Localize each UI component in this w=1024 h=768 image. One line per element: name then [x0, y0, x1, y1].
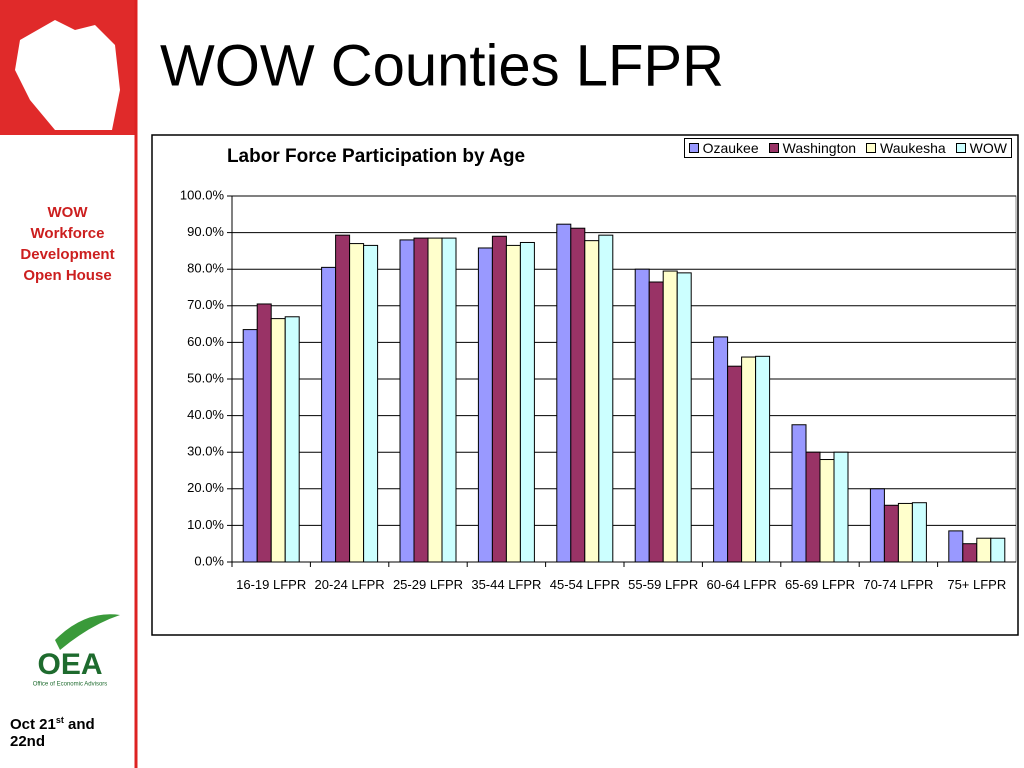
bar — [284, 316, 300, 563]
state-map — [15, 20, 120, 130]
legend-item: Ozaukee — [688, 140, 759, 156]
logo-name: OEA — [37, 648, 102, 681]
x-tick-label: 45-54 LFPR — [549, 577, 620, 592]
bar — [505, 244, 521, 563]
legend-item: Waukesha — [866, 140, 946, 156]
footer-date: Oct 21 — [10, 716, 56, 733]
bar — [556, 223, 572, 563]
y-tick-label: 40.0% — [187, 407, 224, 422]
y-tick-label: 50.0% — [187, 370, 224, 385]
bar — [911, 502, 927, 563]
y-tick-label: 10.0% — [187, 517, 224, 532]
x-tick-label: 75+ LFPR — [947, 577, 1007, 592]
y-tick-label: 20.0% — [187, 480, 224, 495]
bar — [948, 530, 964, 563]
bar — [962, 543, 978, 563]
sidebar: WOW Workforce Development Open House — [0, 202, 135, 286]
y-tick-label: 70.0% — [187, 297, 224, 312]
bar — [399, 239, 415, 563]
bar — [242, 329, 258, 563]
bar — [805, 451, 821, 563]
y-tick-label: 90.0% — [187, 224, 224, 239]
legend-swatch — [955, 143, 966, 153]
y-tick-label: 80.0% — [187, 261, 224, 276]
x-tick-label: 35-44 LFPR — [471, 577, 542, 592]
bar — [413, 237, 429, 563]
bar — [819, 459, 835, 563]
bar — [883, 504, 899, 563]
legend-item: Washington — [768, 140, 857, 156]
bar — [755, 355, 771, 563]
sidebar-line: Workforce — [30, 225, 105, 242]
legend-swatch — [688, 143, 699, 153]
slide-title: WOW Counties LFPR — [160, 33, 724, 98]
y-tick-label: 100.0% — [180, 187, 225, 202]
bar — [791, 424, 807, 563]
bar — [676, 272, 692, 563]
bar — [349, 243, 365, 563]
x-tick-label: 16-19 LFPR — [236, 577, 307, 592]
bar — [990, 537, 1006, 563]
x-tick-label: 20-24 LFPR — [314, 577, 385, 592]
logo-leaf — [55, 614, 120, 650]
legend-label: Washington — [782, 140, 857, 156]
legend-item: WOW — [955, 140, 1007, 156]
bar — [491, 235, 507, 563]
legend-label: WOW — [969, 140, 1007, 156]
bar — [321, 266, 337, 563]
footer: Oct 21st and 22nd — [10, 715, 125, 750]
logo-subtitle: Office of Economic Advisors — [33, 682, 108, 688]
bar — [869, 488, 885, 563]
bar — [741, 356, 757, 563]
bar — [363, 244, 379, 563]
x-tick-label: 25-29 LFPR — [392, 577, 464, 592]
x-tick-label: 60-64 LFPR — [706, 577, 777, 592]
sidebar-line: Development — [20, 246, 115, 263]
bar — [441, 237, 457, 563]
bar — [897, 502, 913, 563]
bar — [648, 281, 664, 563]
bar — [270, 318, 286, 563]
bar — [634, 268, 650, 563]
bar — [713, 336, 729, 563]
bar — [662, 270, 678, 563]
y-tick-label: 60.0% — [187, 334, 224, 349]
footer-suffix: st — [55, 715, 64, 725]
bar — [833, 451, 849, 563]
bar — [570, 227, 586, 563]
y-tick-label: 30.0% — [187, 444, 224, 459]
bar — [256, 303, 272, 563]
sidebar-line: Open House — [23, 267, 112, 284]
legend-label: Ozaukee — [702, 140, 759, 156]
legend-swatch — [866, 143, 877, 153]
bar — [335, 234, 351, 563]
bar — [727, 365, 743, 563]
bar — [427, 237, 443, 563]
legend-swatch — [768, 143, 779, 153]
bar — [584, 240, 600, 563]
sidebar-line: WOW — [47, 204, 88, 221]
footer-rest: and 22nd — [10, 716, 95, 750]
bar — [976, 537, 992, 563]
x-tick-label: 70-74 LFPR — [863, 577, 934, 592]
bar — [519, 241, 535, 563]
legend-label: Waukesha — [880, 140, 946, 156]
y-tick-label: 0.0% — [194, 553, 224, 568]
bar — [477, 247, 493, 563]
x-tick-label: 55-59 LFPR — [628, 577, 699, 592]
legend: Ozaukee Washington Waukesha WOW — [683, 138, 1012, 158]
chart-title: Labor Force Participation by Age — [227, 146, 525, 167]
bar — [598, 234, 614, 563]
x-tick-label: 65-69 LFPR — [784, 577, 856, 592]
